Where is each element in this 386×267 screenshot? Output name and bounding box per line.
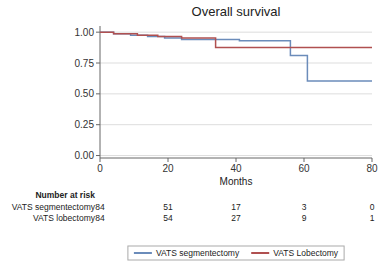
risk-number: 9 (302, 213, 307, 223)
legend-swatch (134, 252, 152, 254)
risk-number: 84 (95, 202, 105, 212)
risk-number: 0 (370, 202, 375, 212)
y-axis-line (100, 26, 101, 158)
legend-label: VATS Lobectomy (273, 248, 339, 258)
risk-row-label: VATS lobectomy (33, 213, 96, 223)
x-tick (372, 158, 373, 162)
risk-number: 17 (231, 202, 241, 212)
y-tick-label: 0.75 (75, 58, 95, 69)
risk-number: 27 (231, 213, 241, 223)
x-tick (236, 158, 237, 162)
grid-line (100, 63, 372, 64)
survival-curve (100, 32, 372, 47)
x-tick-label: 40 (230, 163, 242, 174)
x-tick (304, 158, 305, 162)
x-tick (100, 158, 101, 162)
y-tick-label: 0.50 (75, 88, 95, 99)
risk-row-label: VATS segmentectomy (12, 202, 96, 212)
legend-label: VATS segmentectomy (156, 248, 240, 258)
y-tick (96, 124, 100, 125)
x-axis-label: Months (220, 176, 253, 187)
grid (100, 32, 372, 155)
grid-line (100, 32, 372, 33)
x-tick (168, 158, 169, 162)
grid-line (100, 124, 372, 125)
x-tick-label: 60 (298, 163, 310, 174)
risk-number: 3 (302, 202, 307, 212)
y-tick (96, 63, 100, 64)
legend: VATS segmentectomy VATS Lobectomy (128, 246, 344, 260)
y-tick-label: 1.00 (75, 27, 95, 38)
y-tick-label: 0.00 (75, 150, 95, 161)
risk-number: 1 (370, 213, 375, 223)
y-tick-label: 0.25 (75, 119, 95, 130)
x-tick-label: 0 (97, 163, 103, 174)
y-tick (96, 32, 100, 33)
survival-curve (100, 32, 372, 81)
title: Overall survival (192, 4, 281, 19)
y-tick (96, 93, 100, 94)
risk-number: 51 (163, 202, 173, 212)
x-tick-label: 80 (366, 163, 378, 174)
grid-line (100, 155, 372, 156)
chart: Overall survival 0.00 0.25 0.50 0.75 1.00 0 20 4… (0, 0, 386, 267)
grid-line (100, 93, 372, 94)
risk-number: 84 (95, 213, 105, 223)
legend-swatch (251, 252, 269, 254)
risk-number: 54 (163, 213, 173, 223)
x-tick-label: 20 (162, 163, 174, 174)
plot-area (100, 32, 372, 81)
y-tick (96, 155, 100, 156)
legend-frame (128, 246, 344, 260)
risk-table-title: Number at risk (35, 190, 95, 200)
